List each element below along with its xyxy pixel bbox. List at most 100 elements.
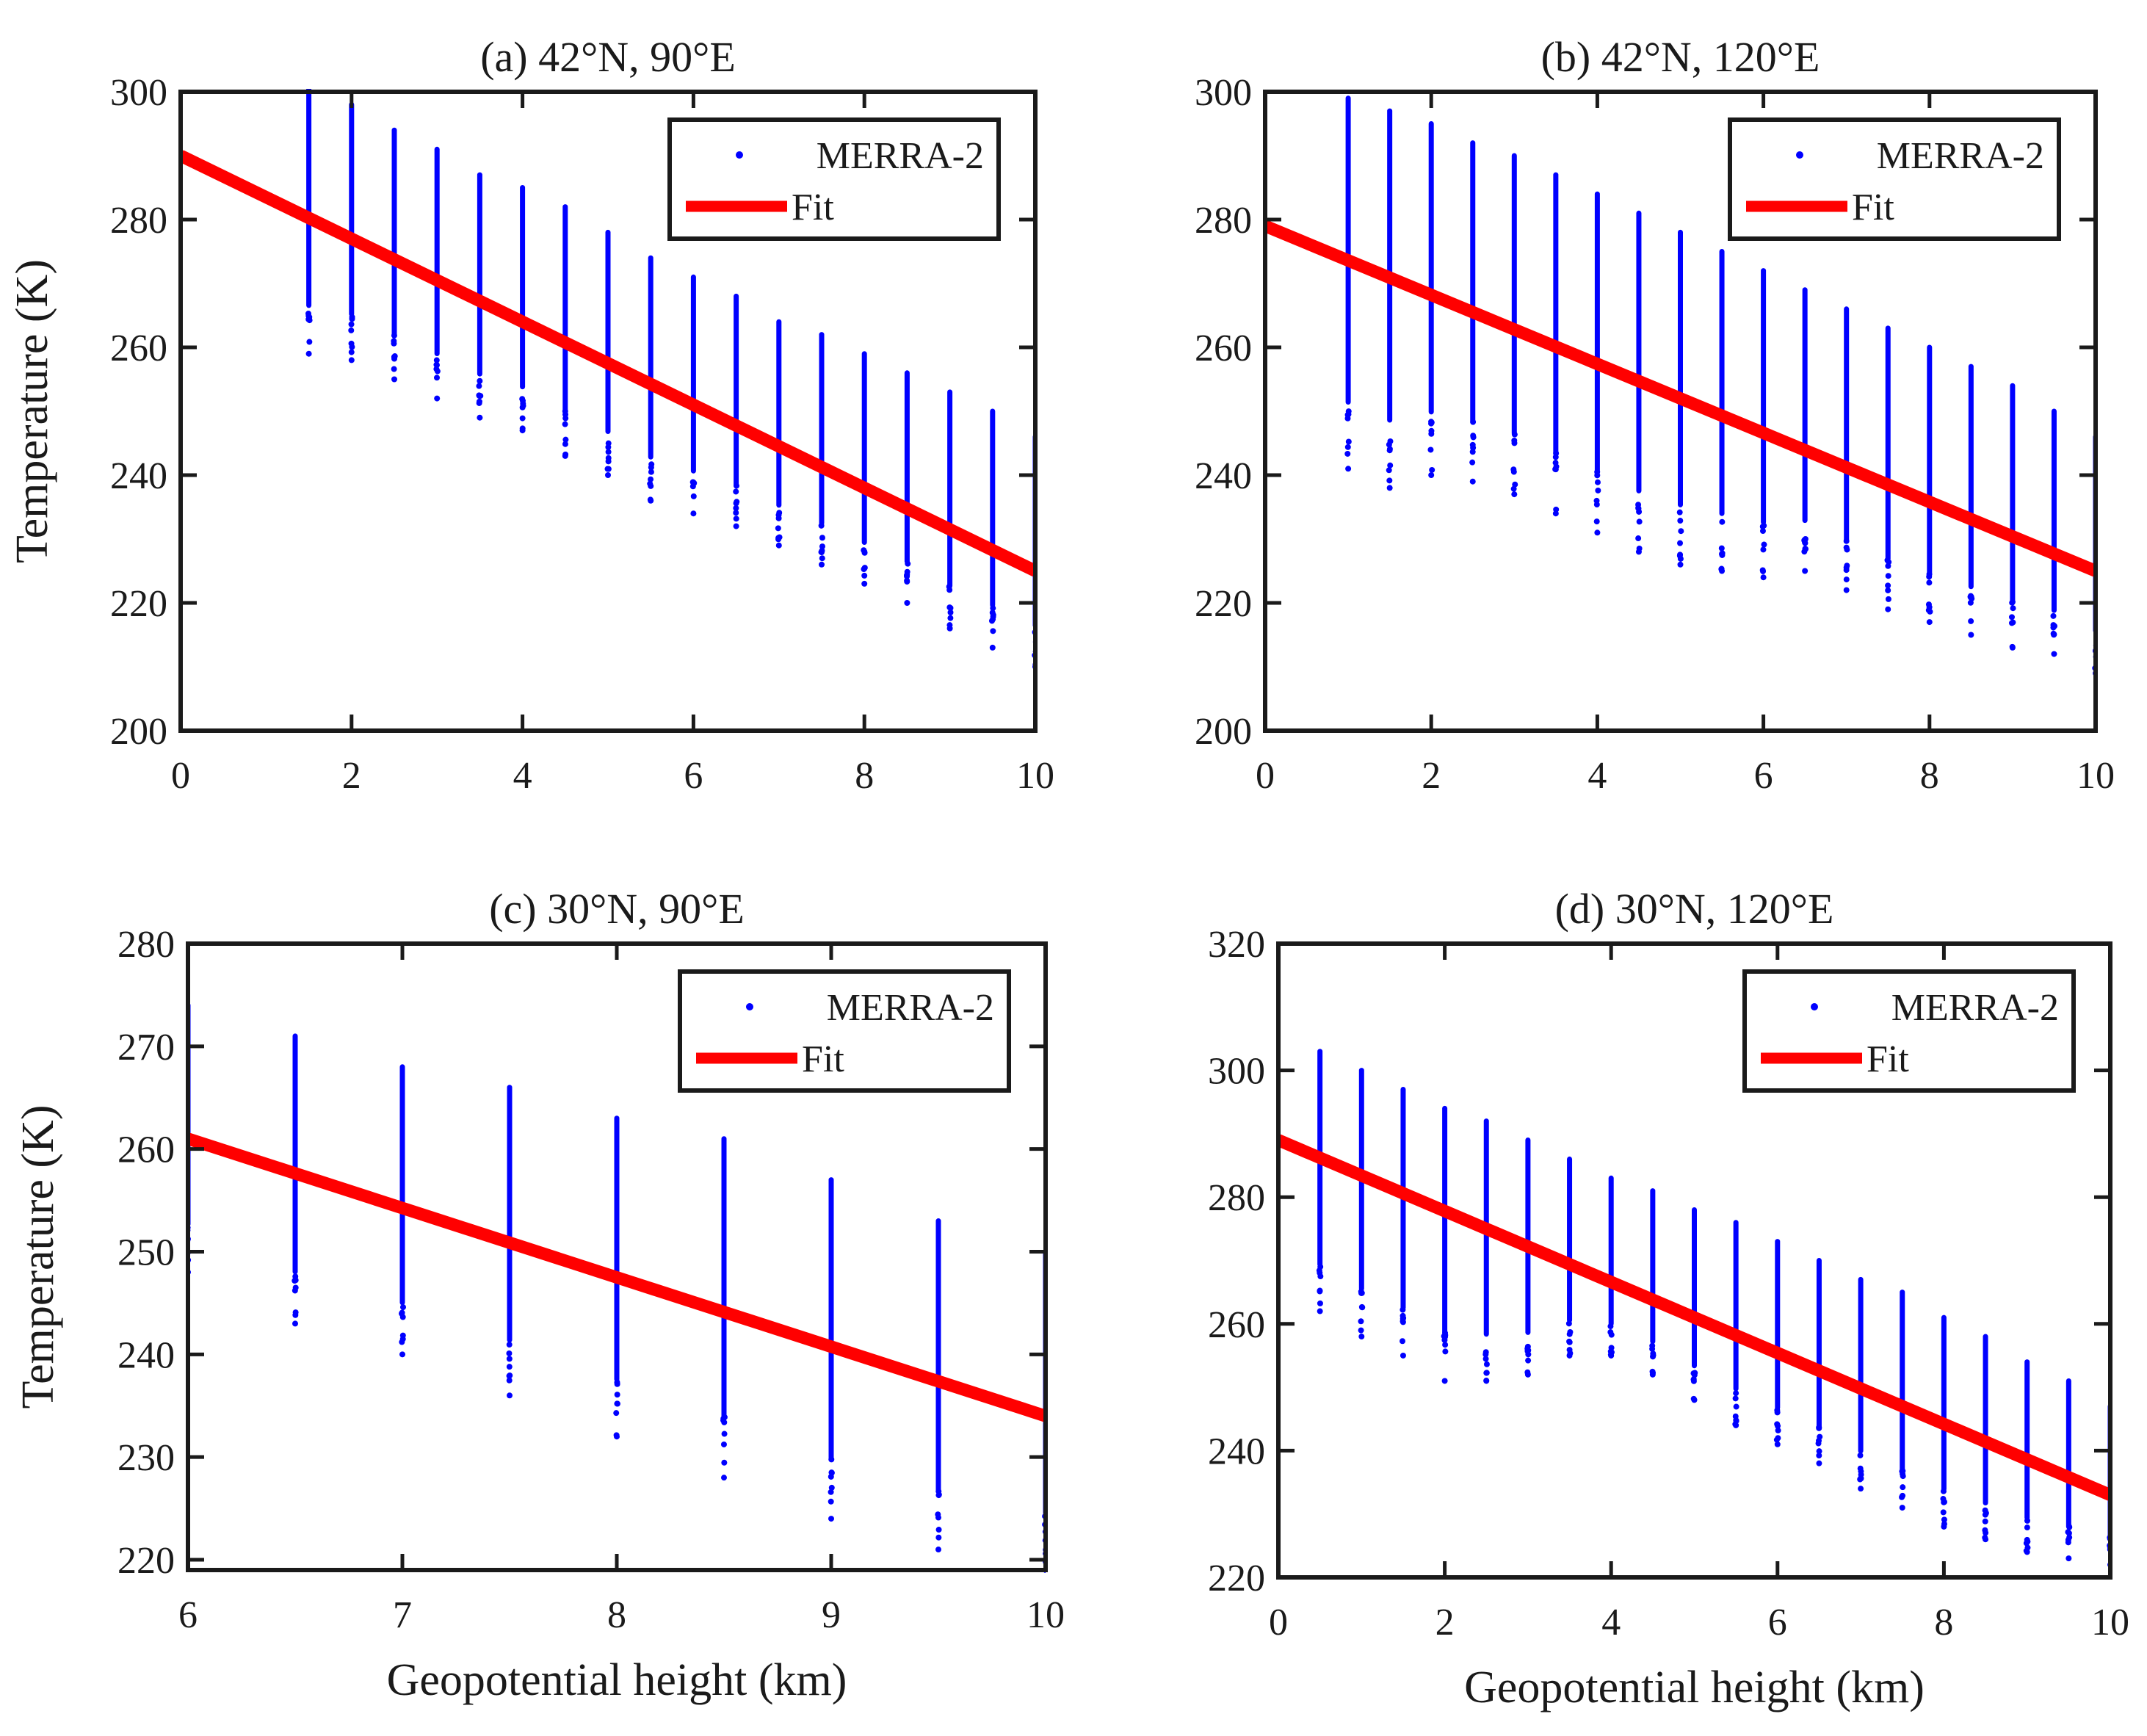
legend-label-fit: Fit bbox=[792, 187, 834, 228]
scatter-point bbox=[1900, 1484, 1906, 1491]
chart-title: (b) 42°N, 120°E bbox=[1541, 33, 1820, 81]
legend: MERRA-2 Fit bbox=[1728, 117, 2061, 241]
scatter-point bbox=[506, 1342, 513, 1348]
scatter-point bbox=[733, 510, 739, 516]
scatter-point bbox=[1428, 419, 1435, 426]
scatter-point bbox=[477, 414, 483, 421]
scatter-column bbox=[1732, 1220, 1739, 1428]
x-tick-label: 8 bbox=[607, 1594, 626, 1636]
legend-marker-scatter bbox=[1811, 1003, 1818, 1010]
scatter-column bbox=[861, 351, 868, 587]
scatter-point bbox=[1524, 1371, 1531, 1378]
scatter-column bbox=[988, 408, 996, 651]
scatter-point bbox=[1594, 479, 1601, 485]
scatter-point bbox=[1566, 1331, 1573, 1337]
scatter-point bbox=[391, 340, 397, 347]
scatter-column bbox=[399, 1064, 406, 1358]
scatter-point bbox=[519, 396, 526, 402]
scatter-column bbox=[604, 229, 612, 478]
chart-panel-b: 0 2 4 6 8 10 200 220 240 260 280 300 (b) 42°N, 120°E… bbox=[1195, 33, 2115, 797]
scatter-point bbox=[690, 479, 697, 485]
legend-label-fit: Fit bbox=[1852, 187, 1894, 228]
scatter-point bbox=[1552, 510, 1559, 517]
scatter-point bbox=[1678, 528, 1684, 535]
legend-box bbox=[667, 117, 1001, 241]
scatter-point bbox=[1857, 1465, 1864, 1472]
scatter-point bbox=[733, 504, 739, 511]
scatter-point bbox=[990, 628, 996, 634]
scatter-point bbox=[2050, 612, 2057, 619]
y-tick-label: 280 bbox=[117, 924, 175, 966]
scatter-point bbox=[2065, 1536, 2071, 1543]
scatter-column bbox=[733, 293, 740, 529]
scatter-point bbox=[648, 476, 654, 482]
scatter-point bbox=[989, 644, 996, 651]
scatter-point bbox=[2024, 1549, 2030, 1555]
scatter-point bbox=[1566, 1352, 1573, 1359]
scatter-column bbox=[1801, 287, 1809, 574]
scatter-point bbox=[1635, 535, 1642, 542]
x-tick-label: 10 bbox=[2077, 755, 2115, 797]
scatter-column bbox=[1635, 210, 1643, 555]
legend: MERRA-2 Fit bbox=[678, 969, 1011, 1093]
y-tick-label: 300 bbox=[110, 72, 167, 114]
scatter-point bbox=[2066, 1524, 2073, 1530]
x-tick-label: 6 bbox=[178, 1594, 198, 1636]
scatter-point bbox=[1760, 568, 1767, 574]
scatter-point bbox=[819, 535, 825, 541]
scatter-point bbox=[1358, 1327, 1364, 1334]
scatter-point bbox=[1773, 1436, 1780, 1443]
scatter-column bbox=[292, 1033, 299, 1327]
scatter-point bbox=[1469, 441, 1476, 448]
scatter-column bbox=[1899, 1290, 1906, 1511]
chart-panel-c: 6 7 8 9 10 220 230 240 250 260 270 280 (c) 30°N, 90°… bbox=[13, 885, 1065, 1705]
scatter-point bbox=[506, 1372, 513, 1379]
x-tick-label: 8 bbox=[1934, 1602, 1953, 1643]
scatter-point bbox=[828, 1456, 835, 1463]
scatter-point bbox=[1636, 518, 1643, 525]
scatter-point bbox=[1719, 550, 1726, 557]
scatter-point bbox=[562, 415, 569, 422]
scatter-point bbox=[1511, 440, 1518, 446]
scatter-point bbox=[1317, 1308, 1323, 1314]
y-tick-label: 240 bbox=[110, 455, 167, 497]
scatter-point bbox=[1387, 462, 1394, 469]
scatter-column bbox=[391, 127, 398, 383]
scatter-point bbox=[1843, 567, 1850, 574]
y-tick-label: 220 bbox=[117, 1540, 175, 1582]
scatter-column bbox=[1676, 229, 1684, 568]
scatter-point bbox=[348, 321, 355, 328]
x-tick-label: 2 bbox=[342, 755, 361, 797]
scatter-point bbox=[1926, 604, 1933, 610]
scatter-point bbox=[399, 1304, 406, 1311]
x-tick-label: 7 bbox=[393, 1594, 412, 1636]
chart-title: (d) 30°N, 120°E bbox=[1555, 885, 1834, 933]
scatter-column bbox=[1316, 1049, 1324, 1314]
scatter-point bbox=[1774, 1409, 1781, 1416]
scatter-point bbox=[613, 1410, 620, 1417]
scatter-point bbox=[946, 625, 953, 632]
scatter-point bbox=[1967, 593, 1974, 600]
x-tick-label: 8 bbox=[855, 755, 874, 797]
scatter-point bbox=[1983, 1530, 1989, 1536]
scatter-point bbox=[1802, 546, 1809, 552]
scatter-point bbox=[1512, 481, 1518, 488]
scatter-column bbox=[1552, 172, 1560, 517]
scatter-point bbox=[605, 458, 612, 465]
scatter-point bbox=[1510, 466, 1517, 473]
scatter-point bbox=[1858, 1486, 1864, 1492]
scatter-point bbox=[1733, 1417, 1739, 1424]
scatter-column bbox=[1386, 108, 1394, 491]
scatter-point bbox=[1775, 1427, 1781, 1433]
fit-line bbox=[188, 1132, 1046, 1422]
scatter-point bbox=[1677, 555, 1684, 562]
scatter-point bbox=[1386, 446, 1393, 452]
y-tick-label: 240 bbox=[1195, 455, 1252, 497]
scatter-column bbox=[828, 1177, 835, 1522]
scatter-point bbox=[292, 1320, 298, 1327]
legend: MERRA-2 Fit bbox=[1742, 969, 2076, 1093]
scatter-point bbox=[519, 427, 526, 434]
scatter-column bbox=[1400, 1086, 1407, 1359]
scatter-point bbox=[2010, 619, 2016, 626]
scatter-point bbox=[1607, 1323, 1614, 1330]
